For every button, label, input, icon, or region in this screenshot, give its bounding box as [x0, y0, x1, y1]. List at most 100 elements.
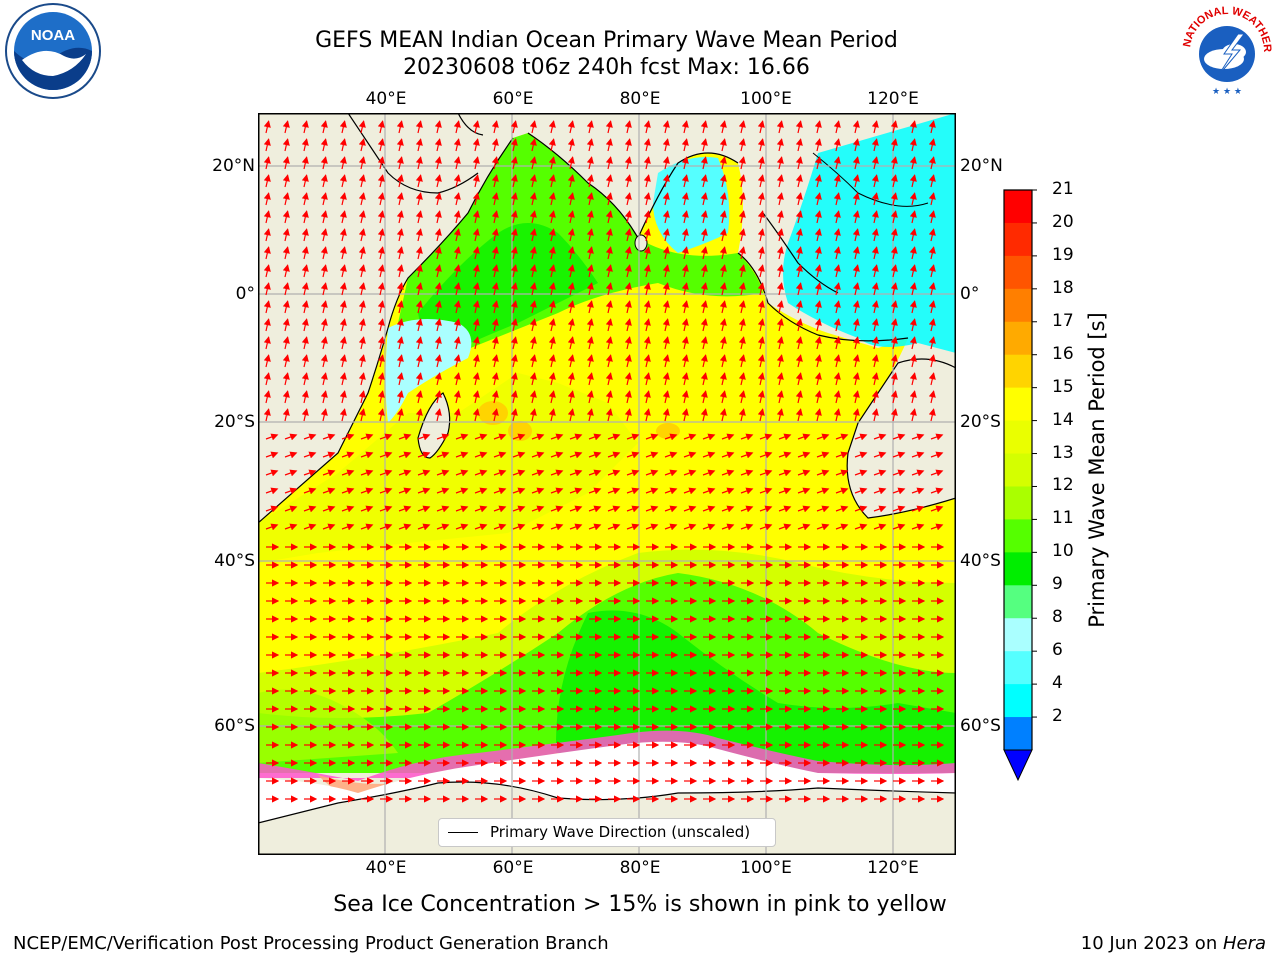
wave-direction-arrow: [833, 192, 841, 206]
wave-direction-arrow: [700, 120, 708, 134]
wave-direction-arrow: [681, 300, 689, 314]
wave-direction-arrow: [301, 174, 309, 188]
wave-direction-arrow: [871, 120, 879, 134]
field-zone-bay-bengal: [653, 157, 730, 253]
wave-direction-arrow: [852, 318, 860, 332]
wave-direction-arrow: [624, 318, 632, 332]
left-tick-label: 60°S: [214, 716, 255, 736]
footer-host: Hera: [1222, 933, 1266, 954]
wave-direction-arrow: [664, 505, 678, 513]
wave-direction-arrow: [569, 433, 583, 441]
wave-direction-arrow: [816, 505, 830, 513]
wave-direction-arrow: [911, 451, 925, 459]
wave-direction-arrow: [795, 264, 803, 278]
wave-direction-arrow: [814, 246, 822, 260]
wave-direction-arrow: [681, 192, 689, 206]
map-legend: Primary Wave Direction (unscaled): [438, 818, 776, 847]
wave-direction-arrow: [854, 469, 868, 477]
right-tick-label: 60°S: [960, 716, 1001, 736]
colorbar-tick-label: 8: [1052, 607, 1063, 628]
wave-direction-arrow: [757, 300, 765, 314]
wave-direction-arrow: [702, 433, 716, 441]
wave-direction-arrow: [740, 469, 754, 477]
wave-direction-arrow: [892, 487, 906, 495]
wave-direction-arrow: [529, 120, 537, 134]
wave-direction-arrow: [512, 487, 526, 495]
wave-direction-arrow: [719, 174, 727, 188]
wave-direction-arrow: [719, 192, 727, 206]
wave-direction-arrow: [358, 408, 366, 422]
wave-direction-arrow: [301, 300, 309, 314]
wave-direction-arrow: [282, 228, 290, 242]
wave-direction-arrow: [854, 523, 868, 531]
wave-direction-arrow: [434, 138, 442, 152]
wave-direction-arrow: [624, 264, 632, 278]
wave-direction-arrow: [645, 487, 659, 495]
wave-direction-arrow: [415, 192, 423, 206]
wave-direction-arrow: [890, 174, 898, 188]
wave-direction-arrow: [550, 469, 564, 477]
wave-direction-arrow: [398, 433, 412, 441]
wave-direction-arrow: [453, 354, 461, 368]
wave-direction-arrow: [417, 505, 431, 513]
wave-direction-arrow: [795, 120, 803, 134]
wave-direction-arrow: [569, 487, 583, 495]
wave-direction-arrow: [396, 192, 404, 206]
wave-direction-arrow: [491, 336, 499, 350]
wave-direction-arrow: [282, 282, 290, 296]
svg-text:★ ★ ★: ★ ★ ★: [1212, 87, 1242, 97]
wave-direction-arrow: [757, 174, 765, 188]
wave-direction-arrow: [358, 264, 366, 278]
colorbar-segment: [1004, 519, 1032, 553]
wave-direction-arrow: [396, 210, 404, 224]
wave-direction-arrow: [282, 246, 290, 260]
wave-direction-arrow: [833, 408, 841, 422]
wave-direction-arrow: [909, 318, 917, 332]
colorbar-segment: [1004, 453, 1032, 487]
wave-direction-arrow: [605, 408, 613, 422]
wave-direction-arrow: [358, 354, 366, 368]
wave-direction-arrow: [605, 174, 613, 188]
colorbar-tick-label: 14: [1052, 409, 1074, 430]
wave-direction-arrow: [607, 451, 621, 459]
wave-direction-arrow: [757, 156, 765, 170]
wave-direction-arrow: [434, 390, 442, 404]
wave-direction-arrow: [797, 523, 811, 531]
wave-direction-arrow: [569, 523, 583, 531]
legend-label: Primary Wave Direction (unscaled): [490, 823, 751, 841]
wave-direction-arrow: [358, 138, 366, 152]
wave-direction-arrow: [548, 300, 556, 314]
wave-direction-arrow: [814, 354, 822, 368]
wave-direction-arrow: [928, 246, 936, 260]
wave-direction-arrow: [263, 282, 271, 296]
wave-direction-arrow: [700, 300, 708, 314]
wave-direction-arrow: [757, 282, 765, 296]
wave-direction-arrow: [586, 192, 594, 206]
wave-direction-arrow: [569, 469, 583, 477]
colorbar-tick-label: 10: [1052, 541, 1074, 562]
wave-direction-arrow: [873, 469, 887, 477]
wave-direction-arrow: [890, 264, 898, 278]
wave-direction-arrow: [681, 282, 689, 296]
wave-direction-arrow: [453, 318, 461, 332]
wave-direction-arrow: [890, 228, 898, 242]
wave-direction-arrow: [662, 282, 670, 296]
wave-direction-arrow: [909, 390, 917, 404]
wave-direction-arrow: [398, 487, 412, 495]
wave-direction-arrow: [567, 354, 575, 368]
wave-direction-arrow: [510, 156, 518, 170]
wave-direction-arrow: [928, 282, 936, 296]
wave-direction-arrow: [738, 228, 746, 242]
wave-direction-arrow: [510, 138, 518, 152]
wave-direction-arrow: [472, 282, 480, 296]
wave-direction-arrow: [472, 264, 480, 278]
wave-direction-arrow: [740, 487, 754, 495]
wave-direction-arrow: [664, 451, 678, 459]
wave-direction-arrow: [341, 433, 355, 441]
wave-direction-arrow: [529, 174, 537, 188]
wave-direction-arrow: [643, 174, 651, 188]
wave-direction-arrow: [738, 390, 746, 404]
wave-direction-arrow: [320, 282, 328, 296]
wave-direction-arrow: [529, 390, 537, 404]
wave-direction-arrow: [396, 156, 404, 170]
